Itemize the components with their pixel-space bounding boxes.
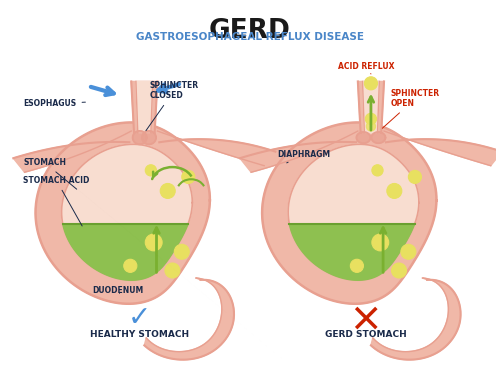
Circle shape <box>160 183 175 198</box>
Text: DUODENUM: DUODENUM <box>92 286 144 296</box>
Circle shape <box>366 122 376 131</box>
Circle shape <box>364 77 378 90</box>
Circle shape <box>401 244 416 259</box>
Circle shape <box>366 113 376 125</box>
Text: SPHINCTER
CLOSED: SPHINCTER CLOSED <box>146 81 199 130</box>
Polygon shape <box>372 132 386 143</box>
Text: ACID REFLUX: ACID REFLUX <box>338 62 394 74</box>
Text: STOMACH: STOMACH <box>24 158 76 189</box>
Polygon shape <box>132 131 146 144</box>
Circle shape <box>174 244 190 259</box>
Polygon shape <box>358 81 384 133</box>
Circle shape <box>387 183 402 198</box>
Polygon shape <box>362 81 380 133</box>
Polygon shape <box>384 131 500 166</box>
Polygon shape <box>136 81 153 133</box>
Circle shape <box>372 234 388 251</box>
Circle shape <box>408 170 422 183</box>
Polygon shape <box>14 131 131 172</box>
Polygon shape <box>144 278 234 360</box>
Circle shape <box>372 165 383 176</box>
Polygon shape <box>158 131 276 166</box>
Text: GASTROESOPHAGEAL REFLUX DISEASE: GASTROESOPHAGEAL REFLUX DISEASE <box>136 32 364 42</box>
Circle shape <box>146 165 156 176</box>
Polygon shape <box>142 131 156 144</box>
Circle shape <box>392 263 406 278</box>
Polygon shape <box>290 224 414 280</box>
Polygon shape <box>240 131 358 172</box>
Text: GERD STOMACH: GERD STOMACH <box>326 330 407 339</box>
Circle shape <box>350 259 364 272</box>
Circle shape <box>182 170 195 183</box>
Text: HEALTHY STOMACH: HEALTHY STOMACH <box>90 330 189 339</box>
Polygon shape <box>62 144 192 280</box>
Text: STOMACH ACID: STOMACH ACID <box>24 176 90 226</box>
Polygon shape <box>262 123 436 304</box>
Circle shape <box>146 234 162 251</box>
Circle shape <box>124 259 137 272</box>
Text: GERD: GERD <box>209 18 291 44</box>
Text: ✓: ✓ <box>128 304 152 332</box>
Text: DIAPHRAGM: DIAPHRAGM <box>278 150 330 163</box>
Text: ESOPHAGUS: ESOPHAGUS <box>24 99 86 108</box>
Polygon shape <box>131 81 158 133</box>
Polygon shape <box>62 224 188 280</box>
Circle shape <box>165 263 180 278</box>
Text: SPHINCTER
OPEN: SPHINCTER OPEN <box>382 89 440 128</box>
Polygon shape <box>356 132 370 143</box>
Polygon shape <box>36 123 210 304</box>
Polygon shape <box>288 144 419 280</box>
Polygon shape <box>371 278 460 360</box>
